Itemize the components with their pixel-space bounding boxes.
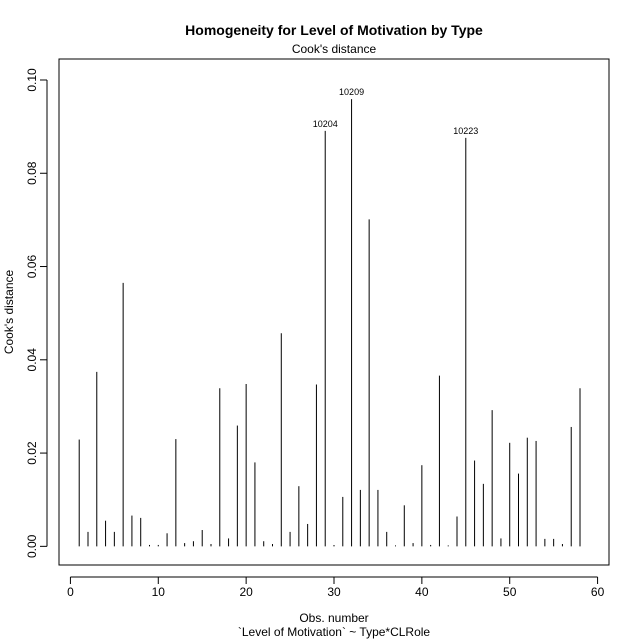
chart-subtitle: Cook's distance xyxy=(292,42,377,56)
y-tick-label: 0.00 xyxy=(25,534,39,558)
y-axis: 0.00 0.02 0.04 0.06 0.08 0.10 xyxy=(25,68,48,558)
y-tick-label: 0.06 xyxy=(25,255,39,279)
x-tick-label: 0 xyxy=(67,585,74,599)
y-tick-label: 0.02 xyxy=(25,441,39,465)
x-tick-label: 30 xyxy=(327,585,341,599)
plot-frame xyxy=(58,58,610,566)
x-tick-label: 60 xyxy=(591,585,605,599)
x-tick-label: 50 xyxy=(503,585,517,599)
y-tick-label: 0.08 xyxy=(25,161,39,185)
x-tick-label: 40 xyxy=(415,585,429,599)
point-labels: 10204 10209 10223 xyxy=(313,87,479,136)
chart-title: Homogeneity for Level of Motivation by T… xyxy=(185,22,483,38)
x-axis: 0 10 20 30 40 50 60 xyxy=(67,576,605,599)
x-tick-label: 20 xyxy=(239,585,253,599)
y-tick-label: 0.10 xyxy=(25,68,39,92)
outlier-label: 10204 xyxy=(313,119,338,129)
bars xyxy=(78,99,581,547)
x-tick-label: 10 xyxy=(152,585,166,599)
model-formula-label: `Level of Motivation` ~ Type*CLRole xyxy=(238,625,431,639)
y-tick-label: 0.04 xyxy=(25,348,39,372)
outlier-label: 10209 xyxy=(339,87,364,97)
y-axis-label: Cook's distance xyxy=(2,270,16,355)
outlier-label: 10223 xyxy=(453,126,478,136)
x-axis-label: Obs. number xyxy=(299,611,368,625)
